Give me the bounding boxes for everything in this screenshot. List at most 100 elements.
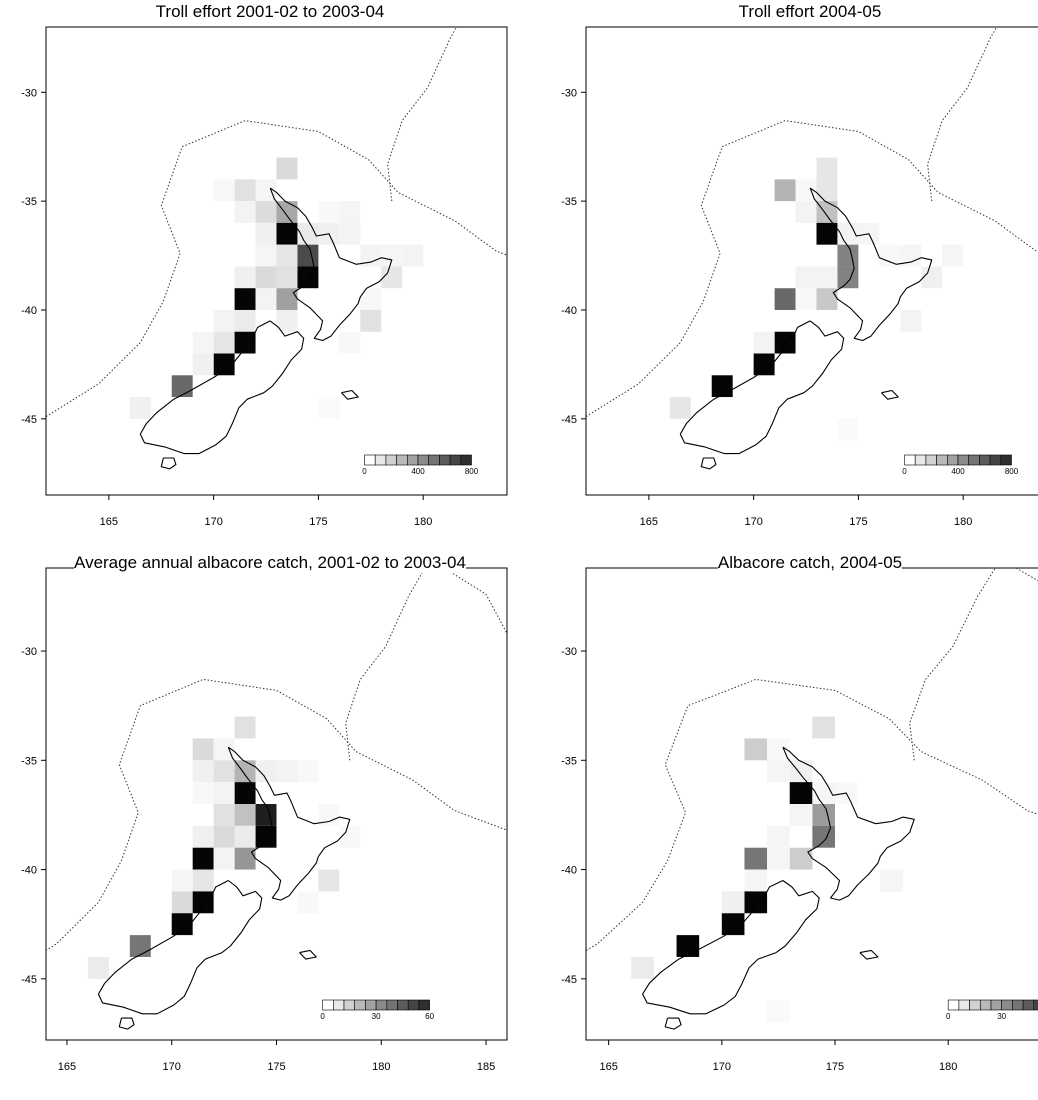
plot-frame: [45, 26, 508, 496]
grid-cell: [255, 244, 277, 267]
grid-cell: [318, 804, 340, 826]
legend-swatch: [947, 999, 960, 1011]
grid-cell: [234, 847, 256, 870]
panel-title: Troll effort 2001-02 to 2003-04: [155, 2, 385, 22]
grid-cell: [213, 331, 235, 354]
grid-cell: [171, 869, 193, 892]
y-tick-label: -40: [561, 305, 577, 317]
x-tick-label: 170: [204, 516, 222, 528]
grid-cell: [789, 804, 813, 826]
legend-swatch: [969, 999, 981, 1011]
coastline-south-island: [679, 320, 845, 455]
legend-swatch: [1022, 999, 1035, 1011]
eez-boundary-line: [387, 27, 458, 202]
x-tick-label: 175: [826, 1061, 844, 1073]
grid-cell: [774, 288, 796, 310]
grid-cell: [816, 288, 838, 310]
legend-swatch: [979, 999, 992, 1011]
legend-swatch: [417, 454, 430, 466]
grid-cell: [744, 738, 768, 761]
coastline-stewart-island: [664, 1017, 682, 1030]
grid-cell: [767, 1000, 790, 1023]
x-tick-label: 180: [372, 1061, 390, 1073]
grid-cell: [669, 397, 691, 419]
grid-cell: [129, 935, 151, 957]
x-tick-label: 170: [744, 516, 762, 528]
eez-boundary-line: [586, 678, 1038, 952]
map-plot: -30 -35 -40 -45 165 170 175 180 0 400 800: [21, 26, 508, 528]
grid-cell: [789, 760, 813, 783]
grid-cell: [816, 157, 838, 180]
legend-swatch: [904, 454, 916, 466]
legend-tick-label: 0: [902, 467, 907, 476]
grid-cell: [255, 804, 277, 826]
grid-cell: [234, 288, 256, 310]
legend-swatch: [979, 454, 991, 466]
coastline-chatham-islands: [859, 949, 879, 960]
grid-cell: [744, 847, 768, 870]
grid-cell: [837, 418, 859, 441]
grid-cell: [297, 891, 319, 914]
coastline-north-island: [227, 746, 351, 901]
grid-cell: [721, 913, 745, 936]
grid-cell: [213, 825, 235, 848]
grid-cell: [255, 288, 277, 310]
grid-cell: [318, 201, 340, 223]
grid-cell: [789, 847, 813, 870]
legend-swatch: [989, 454, 1002, 466]
grid-cell: [795, 266, 817, 289]
grid-cell: [234, 179, 256, 202]
grid-cell: [767, 738, 790, 761]
grid-cell: [213, 309, 235, 332]
legend-swatch: [396, 454, 408, 466]
grid-cell: [402, 244, 424, 267]
grid-cell: [837, 244, 859, 267]
grid-cell: [816, 201, 838, 223]
legend-swatch: [375, 999, 388, 1011]
coastline-north-island: [809, 187, 933, 342]
legend-tick-label: 30: [372, 1012, 381, 1021]
grid-cell: [234, 825, 256, 848]
grid-cell: [795, 201, 817, 223]
grid-cell: [767, 760, 790, 783]
grid-cell: [255, 825, 277, 848]
grid-cell: [297, 760, 319, 783]
legend-swatch: [439, 454, 451, 466]
legend-tick-label: 0: [946, 1012, 951, 1021]
grid-cell: [192, 760, 214, 783]
panel-title: Albacore catch, 2004-05: [717, 553, 903, 573]
legend-swatch: [1000, 454, 1012, 466]
grid-cell: [721, 891, 745, 914]
x-tick-label: 185: [477, 1061, 495, 1073]
legend-swatch: [460, 454, 472, 466]
grid-cell: [213, 847, 235, 870]
grid-cell: [381, 266, 403, 289]
coastline-stewart-island: [160, 457, 177, 470]
legend-tick-label: 0: [320, 1012, 325, 1021]
grid-cell: [276, 157, 298, 180]
y-tick-label: -45: [561, 974, 577, 986]
grid-cell: [339, 201, 361, 223]
legend-tick-label: 400: [951, 467, 965, 476]
coastline-south-island: [97, 880, 263, 1015]
eez-boundary-line: [443, 568, 507, 634]
grid-cell: [880, 869, 903, 892]
map-plot: -30 -35 -40 -45 165 170 175 180 185 0 30 60: [21, 567, 508, 1073]
grid-cell: [234, 716, 256, 739]
y-tick-label: -35: [21, 755, 37, 767]
coastline-chatham-islands: [341, 389, 359, 400]
y-tick-label: -30: [561, 87, 577, 99]
y-tick-label: -40: [21, 865, 37, 877]
legend-swatch: [364, 454, 376, 466]
grid-cell: [192, 847, 214, 870]
legend-swatch: [914, 454, 927, 466]
legend-swatch: [418, 999, 430, 1011]
y-tick-label: -30: [21, 87, 37, 99]
plot-frame: [585, 26, 1038, 496]
legend-tick-label: 400: [411, 467, 425, 476]
grid-cell: [276, 760, 298, 783]
grid-cell: [276, 222, 298, 245]
legend-swatch: [365, 999, 377, 1011]
grid-cell: [234, 266, 256, 289]
x-tick-label: 170: [163, 1061, 181, 1073]
